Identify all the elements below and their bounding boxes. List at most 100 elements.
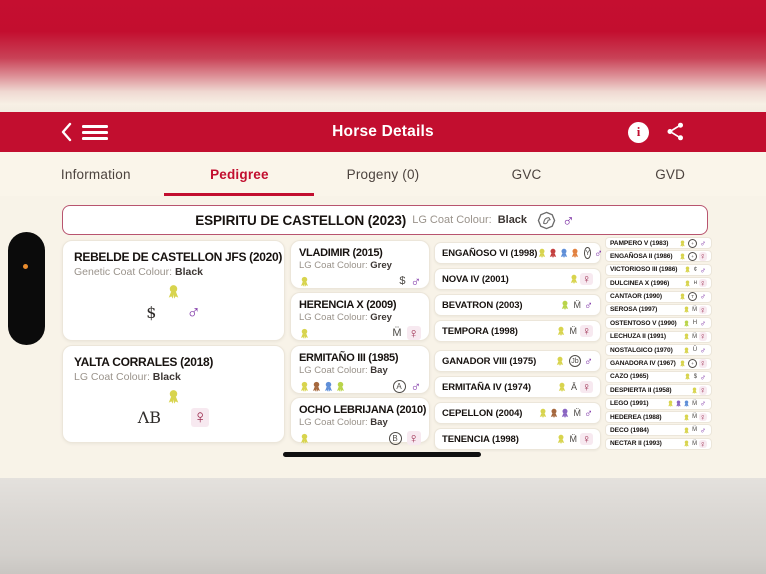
horse-name: REBELDE DE CASTELLON JFS (2020) [74,250,283,264]
rosette-icon [569,274,579,284]
male-icon: ♂ [699,425,706,436]
rosette-icon [548,248,558,258]
male-icon: ♂ [562,210,575,230]
coat-colour-label: LG Coat Colour: [412,214,492,226]
horse-name: ENGAÑOSA II (1986) [610,252,673,260]
pedigree-row-nostalgico-1970[interactable]: NOSTALGICO (1970) Ū ♂ [605,344,712,357]
registry-badge-icon [537,211,556,230]
pedigree-row-victorioso-iii-1986[interactable]: VICTORIOSO III (1986) ¢ ♂ [605,263,712,276]
rosette-icon [683,400,690,408]
pedigree-card-herencia-x-2009[interactable]: HERENCIA X (2009) LG Coat Colour: Grey M̈ ♀ [290,292,430,341]
rosette-row [74,284,273,299]
horse-name: BEVATRON (2003) [442,299,523,311]
pedigree-row-nectar-ii-1993[interactable]: NECTAR II (1993) M̈ ♀ [605,437,712,450]
tab-pedigree[interactable]: Pedigree [168,152,312,196]
brand-mark-icon: + [688,359,698,369]
pedigree-row-cazo-1965[interactable]: CAZO (1965) $ ♂ [605,370,712,383]
pedigree-row-despierta-ii-1958[interactable]: DESPIERTA II (1958) ♀ [605,384,712,397]
pedigree-card-ocho-lebrijana-2010[interactable]: OCHO LEBRIJANA (2010) LG Coat Colour: Bay… [290,397,430,446]
horse-name: LEGO (1991) [610,400,649,408]
tab-information[interactable]: Information [60,166,131,182]
pedigree-row-ganador-viii-1975[interactable]: GANADOR VIII (1975) Jb ♂ [434,350,601,372]
rosette-icon [299,276,310,287]
brand-mark-icon: A [392,379,406,393]
pedigree-row-cantaor-1990[interactable]: CANTAOR (1990) T ♂ [605,290,712,303]
pedigree-row-lego-1991[interactable]: LEGO (1991) M̈ ♂ [605,397,712,410]
coat-colour-value: Grey [370,312,392,323]
brand-mark-icon: M̈ [569,326,578,336]
male-icon: ♂ [699,318,706,329]
pedigree-row-ostentoso-v-1990[interactable]: OSTENTOSO V (1990) H ♂ [605,317,712,330]
generation-3-column: ENGAÑOSO VI (1998) Y ♂ NOVA IV (2001) ♀ BEVAT… [434,242,604,450]
brand-mark-icon: Jb [569,355,581,367]
pedigree-card-rebelde-de-castellon-jfs-2020[interactable]: REBELDE DE CASTELLON JFS (2020) Genetic C… [62,240,285,341]
share-button[interactable] [664,121,686,143]
rosette-icon [299,381,310,392]
rosette-icon [560,300,570,310]
rosette-icon [684,373,691,381]
pedigree-row-serosa-1997[interactable]: SEROSA (1997) M̈ ♀ [605,303,712,316]
rosette-icon [556,326,566,336]
male-icon: ♂ [594,246,604,260]
brand-gender-row: $ ♂ [74,303,273,322]
male-icon: ♂ [699,264,706,275]
horse-name: OCHO LEBRIJANA (2010) [299,404,427,416]
horse-name: ERMITAÑA IV (1974) [442,381,531,393]
back-button[interactable] [58,121,74,143]
brand-mark-icon: ¢ [693,266,698,273]
pedigree-card-vladimir-2015[interactable]: VLADIMIR (2015) LG Coat Colour: Grey $ ♂ [290,240,430,289]
tab-gvc[interactable]: GVC [511,166,542,182]
rosette-icon [683,427,690,434]
pedigree-row-tempora-1998[interactable]: TEMPORA (1998) M̈ ♀ [434,320,601,342]
rosette-icon [555,356,565,366]
horse-name: VICTORIOSO III (1986) [610,266,678,274]
coat-colour-line: Genetic Coat Colour: Black [74,266,273,278]
coat-colour-label: LG Coat Colour: [299,417,368,428]
pedigree-row-ermita-a-iv-1974[interactable]: ERMITAÑA IV (1974) Ā ♀ [434,376,601,398]
male-icon: ♂ [699,371,706,382]
tab-progeny-0[interactable]: Progeny (0) [346,166,420,182]
rosette-row [74,389,273,404]
coat-colour-line: LG Coat Colour: Black [74,371,273,383]
rosette-icon [683,306,690,314]
pedigree-row-lechuza-ii-1991[interactable]: LECHUZA II (1991) M̈ ♀ [605,330,712,343]
pedigree-row-pampero-v-1983[interactable]: PAMPERO V (1983) + ♂ [605,237,712,249]
menu-button[interactable] [82,125,108,140]
coat-colour-line: LG Coat Colour: Bay [299,417,421,428]
pedigree-row-nova-iv-2001[interactable]: NOVA IV (2001) ♀ [434,268,601,290]
brand-mark-icon: M̈ [392,327,402,339]
info-button[interactable]: i [628,121,650,143]
share-icon [665,122,686,145]
horizontal-scrollbar[interactable] [283,452,481,457]
pedigree-row-cepellon-2004[interactable]: CEPELLON (2004) M̈ ♂ [434,402,601,424]
brand-mark-icon: + [688,238,698,248]
pedigree-row-enga-oso-vi-1998[interactable]: ENGAÑOSO VI (1998) Y ♂ [434,242,604,264]
pedigree-row-hederea-1988[interactable]: HEDEREA (1988) M̈ ♀ [605,411,712,424]
pedigree-row-ganadora-iv-1967[interactable]: GANADORA IV (1967) + ♀ [605,357,712,370]
coat-colour-label: LG Coat Colour: [299,312,368,323]
horse-name: CANTAOR (1990) [610,293,662,301]
female-icon: ♀ [406,430,421,446]
rosette-icon [675,400,682,408]
coat-colour-label: LG Coat Colour: [299,260,368,271]
tab-gvd[interactable]: GVD [655,166,686,182]
pedigree-row-dulcinea-x-1996[interactable]: DULCINEA X (1996) ʜ ♀ [605,277,712,290]
pedigree-row-deco-1984[interactable]: DECO (1984) M̈ ♂ [605,424,712,437]
horse-name: GANADOR VIII (1975) [442,355,537,367]
pedigree-row-bevatron-2003[interactable]: BEVATRON (2003) M̈ ♂ [434,294,601,316]
rosette-icon [691,387,698,394]
pedigree-card-ermita-o-iii-1985[interactable]: ERMITAÑO III (1985) LG Coat Colour: Bay A ♂ [290,345,430,394]
coat-colour-label: LG Coat Colour: [74,371,150,383]
pedigree-card-yalta-corrales-2018[interactable]: YALTA CORRALES (2018) LG Coat Colour: Bla… [62,345,285,443]
icon-row: $ ♂ [299,274,421,288]
subject-horse-card[interactable]: ESPIRITU DE CASTELLON (2023) LG Coat Col… [62,205,708,235]
pedigree-panel: ESPIRITU DE CASTELLON (2023) LG Coat Col… [0,196,766,478]
camera-dot [23,264,28,269]
male-icon: ♂ [186,302,201,323]
pedigree-row-enga-osa-ii-1986[interactable]: ENGAÑOSA II (1986) + ♀ [605,250,712,263]
rosette-icon [683,347,690,354]
pedigree-row-tenencia-1998[interactable]: TENENCIA (1998) M̈ ♀ [434,428,601,450]
brand-mark-icon: $ [146,303,157,322]
horse-name: GANADORA IV (1967) [610,360,676,368]
female-icon: ♀ [191,407,210,428]
